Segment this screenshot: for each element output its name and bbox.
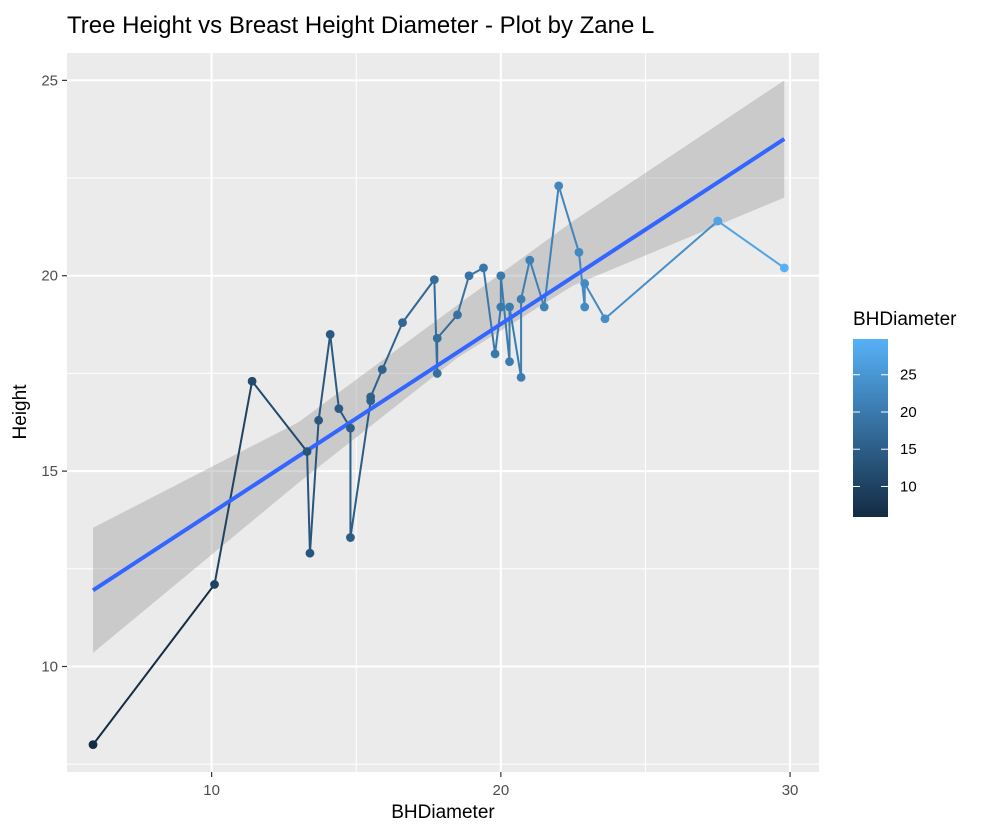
connecting-segment [381, 322, 404, 370]
connecting-segment [604, 220, 719, 320]
data-point [398, 318, 407, 328]
y-axis-ticks: 10 15 20 25 [41, 72, 67, 675]
connecting-segment [251, 380, 308, 453]
y-tick-label: 10 [41, 658, 58, 675]
data-point [516, 372, 526, 382]
data-point [432, 333, 442, 343]
data-point [366, 392, 376, 402]
y-tick-label: 15 [41, 463, 58, 480]
data-point [505, 302, 514, 312]
data-point [325, 329, 335, 339]
plot-panel [67, 53, 819, 772]
data-point [580, 302, 590, 312]
data-point [479, 263, 488, 273]
data-point [496, 271, 506, 281]
data-point [334, 404, 344, 413]
legend-tick-label: 10 [900, 478, 917, 495]
x-axis-title: BHDiameter [391, 802, 495, 823]
x-tick-label: 10 [203, 782, 220, 799]
x-tick-label: 30 [782, 782, 799, 799]
connecting-segment [306, 451, 311, 554]
legend-colorbar [853, 339, 888, 517]
connecting-segment [329, 334, 340, 409]
data-point [574, 247, 584, 257]
data-point [302, 447, 312, 456]
data-point [505, 357, 514, 367]
data-point [88, 740, 98, 750]
y-axis-title: Height [10, 384, 31, 440]
data-point [305, 548, 315, 558]
legend-ticks: 10 15 20 25 [853, 367, 917, 495]
legend-tick-label: 25 [900, 367, 917, 384]
connecting-segment [436, 314, 459, 339]
data-point [210, 580, 219, 589]
data-point [453, 310, 462, 320]
legend-tick-label: 15 [900, 441, 917, 458]
connecting-segment [349, 400, 372, 538]
data-point [713, 216, 723, 226]
data-point [600, 314, 610, 324]
data-points [88, 181, 789, 750]
grid-major [67, 53, 819, 772]
data-point [490, 349, 500, 359]
y-tick-label: 25 [41, 72, 58, 89]
data-point [779, 263, 789, 273]
grid-minor [67, 53, 819, 772]
connecting-segment [401, 279, 436, 324]
connecting-segment [456, 275, 470, 316]
connecting-segment [213, 381, 254, 585]
connecting-segment [520, 259, 531, 300]
trend-line [91, 137, 786, 592]
connecting-segment [717, 220, 785, 269]
data-point [525, 255, 535, 265]
connecting-segment [482, 267, 497, 355]
x-tick-label: 20 [493, 782, 510, 799]
data-point [429, 275, 439, 285]
data-point [247, 376, 257, 386]
data-point [314, 415, 324, 425]
connecting-segment [92, 583, 216, 746]
data-point [516, 294, 526, 304]
connecting-segment [543, 185, 560, 308]
data-point [464, 271, 474, 281]
legend-title: BHDiameter [853, 309, 957, 330]
connecting-segment [499, 275, 511, 362]
data-point [580, 279, 590, 288]
chart-title: Tree Height vs Breast Height Diameter - … [67, 12, 655, 39]
connecting-segment [557, 185, 580, 253]
data-point [496, 302, 506, 312]
data-point [346, 423, 355, 433]
y-tick-label: 20 [41, 268, 58, 285]
legend-tick-label: 20 [900, 404, 917, 421]
color-legend: BHDiameter 10 15 20 25 [853, 309, 957, 517]
data-point [539, 302, 549, 312]
data-point [377, 365, 387, 374]
data-point [554, 181, 564, 191]
data-point [432, 369, 442, 378]
x-axis-ticks: 10 20 30 [203, 772, 798, 799]
connecting-segment [369, 369, 384, 398]
connecting-segment [317, 334, 332, 421]
data-point [346, 533, 355, 542]
connecting-segment [494, 306, 502, 355]
connecting-segment [583, 283, 606, 320]
